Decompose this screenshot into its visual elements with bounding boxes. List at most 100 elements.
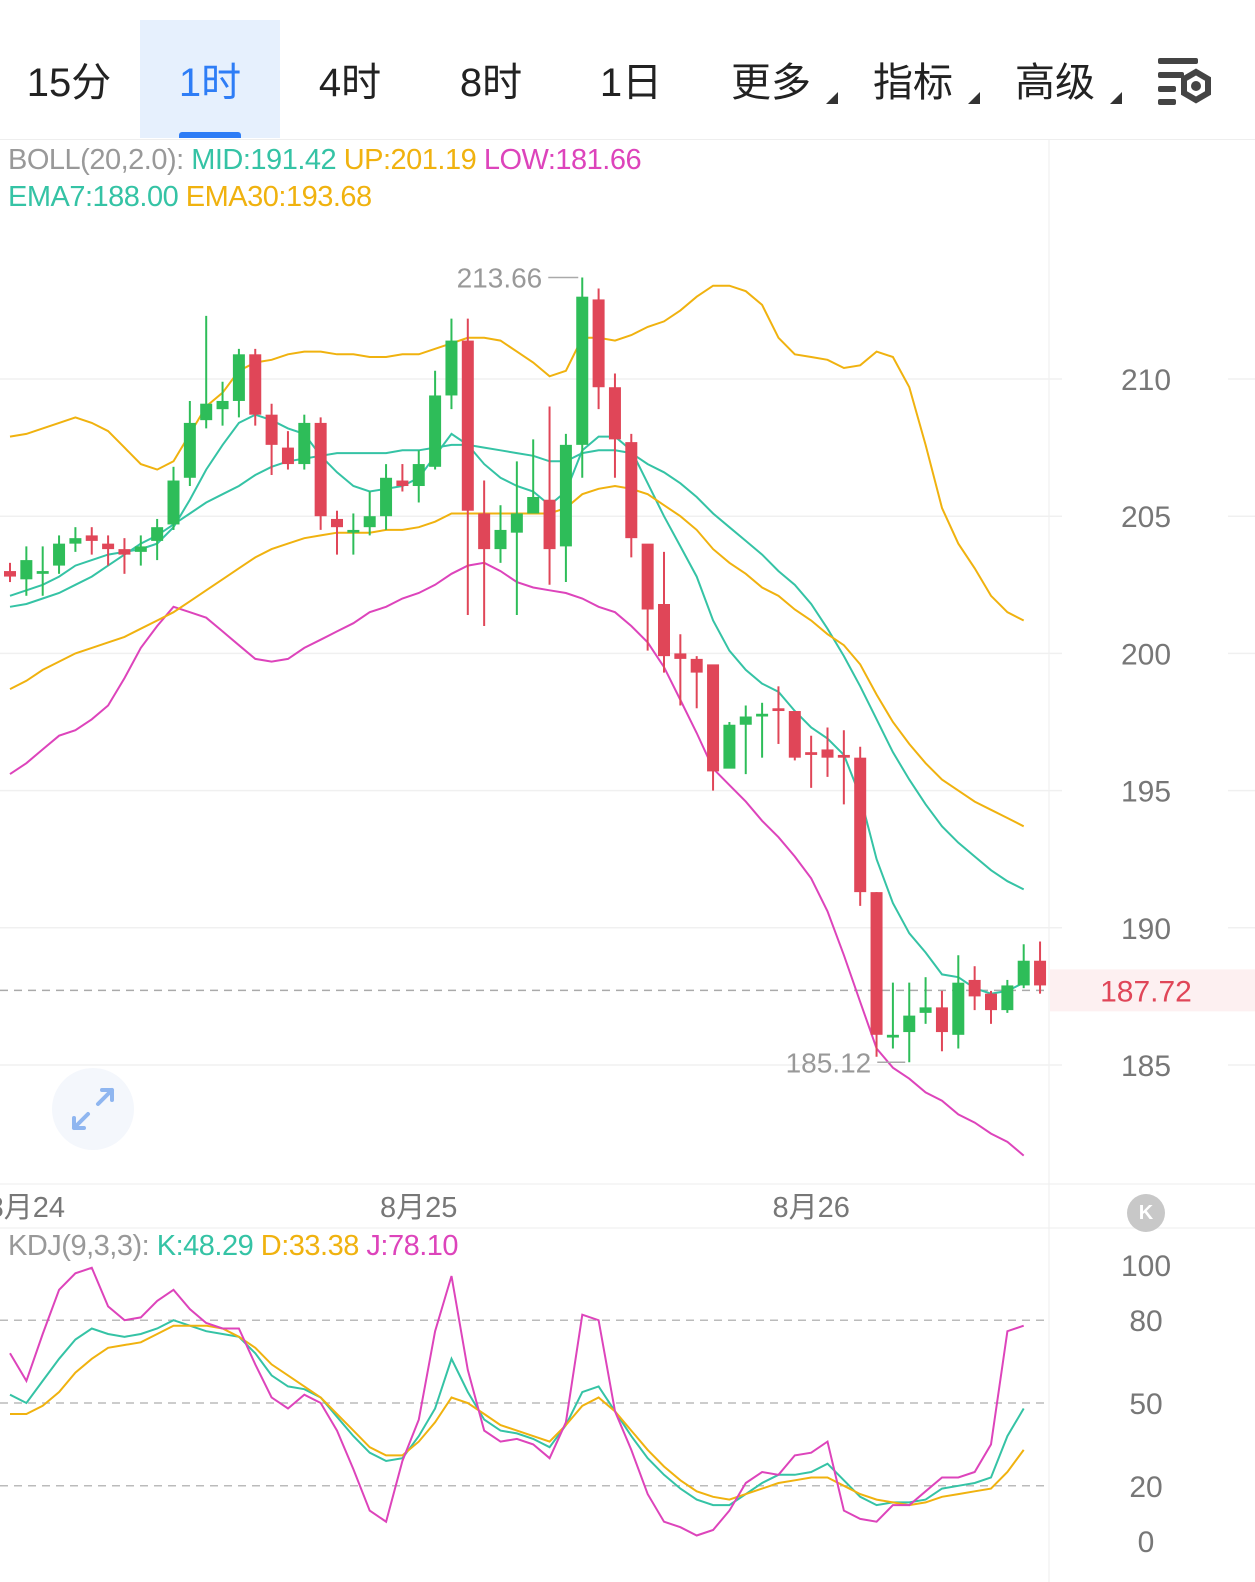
kdj-y-tick-label: 100: [1121, 1250, 1171, 1283]
min-price-label: 185.12: [786, 1047, 872, 1078]
candle-body: [53, 543, 66, 566]
y-tick-label: 200: [1121, 638, 1171, 671]
expand-icon[interactable]: [52, 1068, 134, 1150]
tab-1[interactable]: 1时: [140, 20, 280, 138]
candle-body: [1017, 960, 1030, 986]
ema-legend: EMA7:188.00 EMA30:193.68: [8, 181, 372, 214]
candle-body: [347, 529, 360, 533]
candle-body: [151, 527, 164, 541]
tab-label: 1时: [178, 61, 242, 105]
candle-body: [772, 708, 785, 712]
tab-3[interactable]: 8时: [420, 20, 562, 138]
candle-body: [281, 447, 294, 465]
candle-body: [968, 979, 981, 997]
tab-7[interactable]: 高级: [984, 20, 1126, 138]
candle-body: [903, 1015, 916, 1033]
kdj-y-tick-label: 20: [1129, 1471, 1162, 1504]
candle-body: [805, 752, 818, 755]
tab-5[interactable]: 更多: [700, 20, 842, 138]
series-low-line: [9, 561, 1025, 1157]
candle-body: [723, 724, 736, 769]
k-collapse-icon[interactable]: K: [1127, 1194, 1165, 1232]
candle-body: [559, 444, 572, 547]
candle-body: [1001, 985, 1014, 1011]
series-up-line: [9, 284, 1025, 622]
candle-body: [952, 982, 965, 1035]
candle-body: [445, 340, 458, 396]
candle-body: [36, 571, 49, 574]
max-price-label: 213.66: [457, 262, 543, 293]
y-tick-label: 205: [1121, 501, 1171, 534]
candle-body: [576, 296, 589, 445]
candle-body: [985, 993, 997, 1011]
candle-body: [461, 340, 474, 511]
tab-label: 指标: [873, 61, 953, 105]
tab-label: 高级: [1015, 61, 1095, 105]
candle-body: [102, 543, 115, 550]
tab-4[interactable]: 1日: [562, 20, 700, 138]
last-price-label: 187.72: [1100, 975, 1192, 1008]
kdj-k-value: K:48.29: [156, 1230, 254, 1262]
candle-body: [592, 299, 605, 388]
candle-body: [265, 414, 278, 445]
candle-body: [85, 535, 98, 541]
candle-body: [608, 387, 621, 440]
candle-body: [331, 518, 343, 528]
y-tick-label: 195: [1121, 776, 1171, 809]
boll-low-value: LOW:181.66: [483, 144, 642, 176]
candle-body: [200, 403, 213, 421]
ema30-value: EMA30:193.68: [185, 181, 372, 213]
kdj-j-line: [9, 1266, 1025, 1537]
candle-body: [380, 477, 393, 517]
candle-body: [216, 400, 229, 410]
candle-body: [919, 1007, 932, 1013]
candle-body: [527, 496, 540, 514]
candle-body: [412, 464, 425, 487]
candle-body: [4, 571, 16, 577]
candle-body: [837, 754, 850, 758]
candle-body: [69, 538, 82, 544]
kdj-d-value: D:33.38: [260, 1230, 360, 1262]
candle-body: [494, 529, 507, 550]
y-tick-label: 190: [1121, 913, 1171, 946]
candle-body: [134, 546, 147, 552]
kdj-legend-name: KDJ(9,3,3):: [8, 1230, 150, 1262]
dropdown-triangle-icon: [968, 92, 980, 104]
candle-body: [232, 354, 245, 401]
candle-body: [1034, 960, 1047, 986]
x-tick-label: 8月26: [772, 1192, 849, 1224]
tab-label: 4时: [318, 61, 382, 105]
candle-body: [314, 422, 327, 517]
kdj-legend: KDJ(9,3,3): K:48.29 D:33.38 J:78.10: [8, 1230, 459, 1263]
chart-settings-icon[interactable]: [1152, 52, 1218, 112]
candle-body: [167, 480, 180, 525]
ema7-value: EMA7:188.00: [8, 181, 179, 213]
candle-body: [118, 549, 131, 555]
tab-label: 8时: [459, 61, 523, 105]
tab-2[interactable]: 4时: [280, 20, 420, 138]
candle-body: [870, 892, 883, 1035]
boll-legend-name: BOLL(20,2.0):: [8, 144, 184, 176]
tab-0[interactable]: 15分: [0, 20, 138, 138]
kdj-y-tick-label: 50: [1129, 1388, 1162, 1421]
tab-label: 15分: [26, 61, 112, 105]
tab-6[interactable]: 指标: [842, 20, 984, 138]
candle-body: [690, 658, 703, 673]
timeframe-tabs: 15分 1时 4时 8时 1日 更多 指标 高级: [0, 0, 1255, 140]
y-tick-label: 210: [1121, 364, 1171, 397]
candle-body: [935, 1007, 948, 1033]
active-tab-indicator: [179, 132, 241, 138]
candle-body: [249, 354, 262, 415]
y-tick-label: 185: [1121, 1050, 1171, 1083]
boll-mid-value: MID:191.42: [191, 144, 337, 176]
candle-body: [20, 560, 33, 580]
candle-body: [363, 516, 376, 528]
candle-body: [298, 422, 311, 465]
boll-legend: BOLL(20,2.0): MID:191.42 UP:201.19 LOW:1…: [8, 144, 642, 177]
kdj-j-value: J:78.10: [366, 1230, 459, 1262]
kdj-k-line: [9, 1319, 1025, 1507]
candle-body: [510, 513, 523, 533]
candle-body: [183, 422, 196, 478]
kdj-y-tick-label: 80: [1129, 1305, 1162, 1338]
